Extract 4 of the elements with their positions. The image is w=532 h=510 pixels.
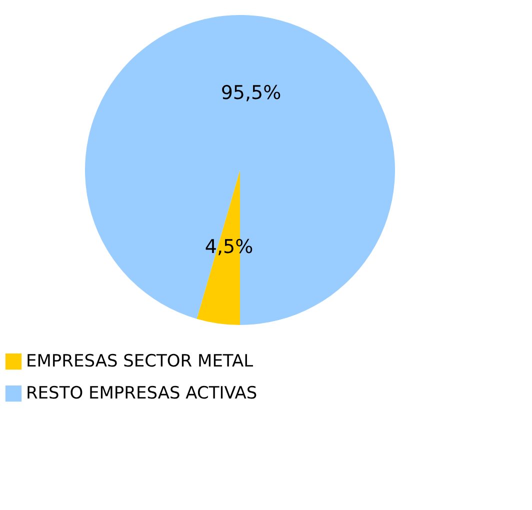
pie-slice [85,15,395,325]
legend-label: RESTO EMPRESAS ACTIVAS [26,384,258,404]
data-label: 95,5% [220,82,282,104]
legend-label: EMPRESAS SECTOR METAL [26,352,254,372]
